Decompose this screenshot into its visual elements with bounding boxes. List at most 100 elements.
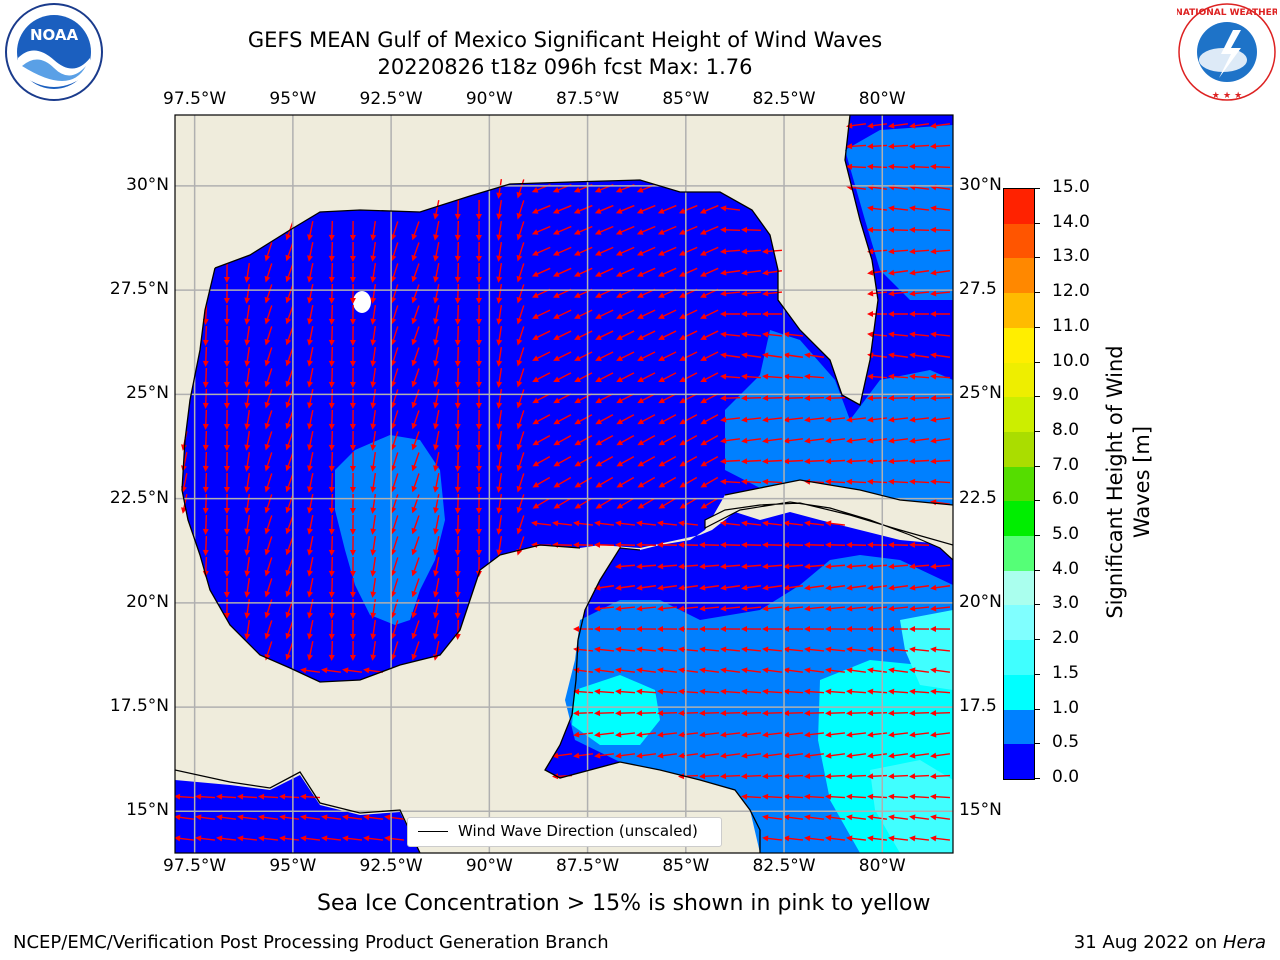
wind-arrow xyxy=(679,455,698,467)
wind-arrow xyxy=(307,578,314,598)
wind-arrow xyxy=(930,793,951,800)
wind-arrow xyxy=(930,352,951,359)
wind-arrow xyxy=(867,163,888,170)
wind-arrow xyxy=(720,688,741,695)
wind-arrow xyxy=(573,710,594,717)
wind-arrow xyxy=(285,452,294,472)
wind-arrow xyxy=(846,541,867,548)
wind-arrow xyxy=(909,584,930,591)
lon-tick-label-bottom: 80°W xyxy=(858,856,906,876)
wind-arrow xyxy=(909,773,930,780)
wind-arrow xyxy=(658,351,677,361)
wind-arrow xyxy=(867,226,888,233)
wind-arrow xyxy=(804,646,825,653)
wind-arrow xyxy=(433,557,440,577)
wind-arrows xyxy=(175,122,951,842)
wind-arrow xyxy=(658,435,677,446)
wind-arrow xyxy=(636,204,656,214)
wind-arrow xyxy=(285,578,294,598)
wind-arrow xyxy=(285,326,294,346)
wind-arrow xyxy=(825,731,846,738)
wind-arrow xyxy=(573,267,593,277)
wind-arrow xyxy=(699,752,720,759)
wind-arrow xyxy=(867,752,888,759)
wind-arrow xyxy=(867,269,888,276)
wind-arrow xyxy=(741,269,762,276)
wind-arrow xyxy=(888,563,909,570)
wind-arrow xyxy=(888,625,909,632)
wind-arrow xyxy=(454,493,461,514)
wind-arrow xyxy=(516,263,525,283)
wind-arrow xyxy=(741,667,762,674)
wind-arrow xyxy=(349,556,356,577)
wind-arrow xyxy=(930,625,951,632)
wind-arrow xyxy=(846,416,867,423)
wind-arrow xyxy=(888,605,909,612)
footer-date-text: 31 Aug 2022 on xyxy=(1073,932,1223,953)
wind-arrow xyxy=(678,225,698,235)
wind-arrow xyxy=(390,494,399,514)
wind-arrow xyxy=(279,814,300,821)
lat-tick-label-right: 25°N xyxy=(959,383,1002,404)
wind-arrow xyxy=(909,122,930,129)
wind-arrow xyxy=(390,620,399,640)
wind-arrow xyxy=(825,437,846,444)
wind-arrow xyxy=(285,515,294,535)
wind-arrow xyxy=(720,667,741,674)
wind-arrow xyxy=(475,346,482,367)
wind-arrow xyxy=(285,620,294,640)
wind-arrow xyxy=(175,835,195,842)
wind-arrow xyxy=(433,410,440,430)
colorbar-tick-label: 0.5 xyxy=(1052,732,1080,753)
wind-arrow xyxy=(637,414,656,425)
wind-arrow xyxy=(552,225,572,235)
colorbar-segment xyxy=(1004,501,1034,537)
wind-arrow xyxy=(825,814,846,821)
wind-arrow xyxy=(762,478,783,485)
wind-arrow xyxy=(615,520,636,527)
wind-arrow xyxy=(532,393,551,404)
wind-arrow xyxy=(657,752,678,759)
wind-arrow xyxy=(762,269,783,276)
wind-arrow xyxy=(783,835,804,842)
wind-arrow xyxy=(321,667,342,674)
wind-arrow xyxy=(223,472,230,493)
wind-arrow xyxy=(888,752,909,759)
wind-arrow xyxy=(285,389,294,409)
wind-arrow xyxy=(328,367,335,388)
wind-arrow xyxy=(454,262,461,283)
wind-arrow xyxy=(762,605,783,612)
wind-arrow xyxy=(888,835,909,842)
wind-arrow xyxy=(846,143,867,150)
wind-arrow xyxy=(909,226,930,233)
wind-arrow xyxy=(390,515,399,535)
wind-arrow xyxy=(637,393,656,404)
wind-arrow xyxy=(888,143,909,150)
wind-arrow xyxy=(888,248,909,255)
wind-arrow xyxy=(804,563,825,570)
wind-arrow xyxy=(804,835,825,842)
wind-arrow xyxy=(433,263,440,283)
wind-arrow xyxy=(264,389,273,409)
wind-arrow xyxy=(475,535,482,556)
wind-arrow xyxy=(741,541,762,548)
wind-arrow xyxy=(595,414,614,425)
wind-arrow xyxy=(762,667,783,674)
colorbar-segment xyxy=(1004,605,1034,641)
wind-arrow xyxy=(553,309,572,319)
wind-arrow xyxy=(825,688,846,695)
wind-arrow xyxy=(532,455,551,467)
wind-arrow xyxy=(307,431,314,451)
wind-arrow xyxy=(783,395,804,402)
wind-arrow xyxy=(825,584,846,591)
wind-arrow xyxy=(930,122,951,129)
wind-arrow xyxy=(454,472,461,493)
wind-arrow xyxy=(411,641,420,661)
wind-arrow xyxy=(783,373,804,380)
wind-arrow xyxy=(411,515,420,535)
wind-arrow xyxy=(762,793,783,800)
wind-arrow xyxy=(475,388,482,409)
wind-arrow xyxy=(888,416,909,423)
wind-arrow xyxy=(595,309,614,319)
wind-arrow xyxy=(699,710,720,717)
